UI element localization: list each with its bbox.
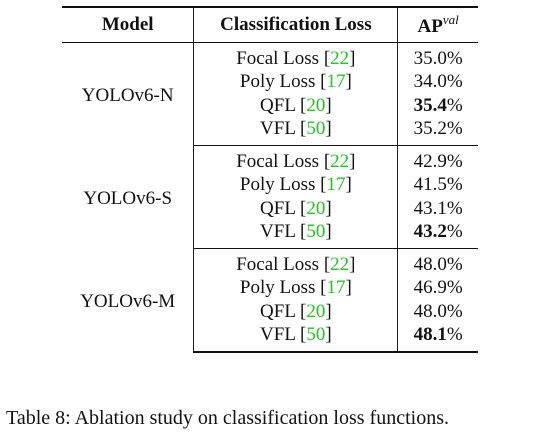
table-row: VFL [50] 35.2%: [62, 117, 478, 146]
ap-value-best: 43.2: [413, 221, 447, 243]
header-ap-superscript: val: [442, 12, 459, 27]
loss-cell: Poly Loss [17]: [193, 70, 399, 94]
ap-unit: %: [446, 221, 463, 243]
ap-unit: %: [446, 253, 463, 275]
table-row: Poly Loss [17] 41.5%: [62, 173, 478, 198]
loss-name: VFL: [260, 324, 296, 346]
ap-value: 34.0: [413, 71, 447, 93]
loss-name: QFL: [260, 94, 296, 116]
loss-name: Poly Loss: [239, 174, 316, 196]
loss-cell: VFL [50]: [193, 323, 399, 353]
loss-name: VFL: [260, 118, 296, 140]
ap-cell: 46.9%: [398, 277, 478, 301]
citation-link[interactable]: 22: [330, 253, 350, 275]
ablation-table-container: Model Classification Loss APval YOLOv6-N…: [62, 6, 478, 353]
ap-unit: %: [446, 174, 463, 196]
loss-name: QFL: [260, 197, 296, 219]
citation-link[interactable]: 17: [326, 277, 346, 299]
loss-cell: VFL [50]: [193, 117, 399, 146]
ap-value: 48.0: [413, 253, 447, 275]
loss-name: Focal Loss: [236, 253, 320, 275]
loss-cell: QFL [20]: [193, 94, 399, 118]
loss-cell: Poly Loss [17]: [193, 276, 399, 300]
ablation-table: Model Classification Loss APval YOLOv6-N…: [62, 6, 478, 353]
ap-value: 35.2: [413, 118, 447, 140]
ap-value-best: 35.4: [413, 94, 447, 116]
ap-cell: 43.2%: [397, 220, 478, 249]
loss-cell: QFL [20]: [193, 300, 399, 324]
table-row: YOLOv6-S Focal Loss [22] 42.9%: [62, 145, 478, 249]
ap-cell: 35.2%: [397, 117, 478, 146]
loss-cell: Poly Loss [17]: [193, 173, 399, 197]
ap-value: 41.5: [413, 174, 447, 196]
ap-unit: %: [446, 277, 463, 299]
ap-value: 43.1: [413, 197, 447, 219]
ap-unit: %: [446, 197, 463, 219]
ap-unit: %: [446, 71, 463, 93]
ap-cell: 48.0%: [398, 249, 478, 277]
table-row: QFL [20] 43.1%: [62, 197, 478, 221]
citation-link[interactable]: 50: [306, 324, 326, 346]
ap-unit: %: [446, 150, 463, 172]
header-classification-loss: Classification Loss: [193, 6, 399, 43]
ap-cell: 48.0%: [398, 300, 478, 324]
citation-link[interactable]: 20: [306, 197, 326, 219]
ap-value: 46.9: [413, 277, 447, 299]
ap-value: 42.9: [413, 150, 447, 172]
header-model: Model: [62, 6, 195, 43]
loss-cell: Focal Loss [22]: [193, 145, 399, 174]
ap-unit: %: [446, 94, 463, 116]
table-row: Poly Loss [17] 46.9%: [62, 276, 478, 301]
ap-cell: 41.5%: [398, 174, 478, 198]
citation-link[interactable]: 50: [306, 221, 326, 243]
loss-cell: VFL [50]: [193, 220, 399, 249]
ap-cell: 34.0%: [398, 71, 478, 95]
loss-name: Poly Loss: [239, 277, 316, 299]
ap-cell: 43.1%: [398, 197, 478, 221]
table-header-row: Model Classification Loss APval: [62, 6, 478, 43]
model-cell: YOLOv6-M: [62, 248, 195, 352]
ap-cell: 48.1%: [397, 323, 478, 353]
loss-name: Poly Loss: [239, 71, 316, 93]
ap-cell: 35.4%: [398, 94, 478, 118]
ap-unit: %: [446, 118, 463, 140]
loss-name: Focal Loss: [236, 150, 320, 172]
ap-cell: 42.9%: [398, 146, 478, 174]
citation-link[interactable]: 17: [326, 71, 346, 93]
citation-link[interactable]: 17: [326, 174, 346, 196]
loss-name: QFL: [260, 300, 296, 322]
ap-unit: %: [446, 300, 463, 322]
table-caption: Table 8: Ablation study on classificatio…: [6, 407, 449, 429]
loss-cell: QFL [20]: [193, 197, 399, 221]
ap-unit: %: [446, 47, 463, 69]
model-cell: YOLOv6-N: [62, 42, 195, 146]
loss-cell: Focal Loss [22]: [193, 248, 399, 277]
citation-link[interactable]: 20: [306, 94, 326, 116]
loss-cell: Focal Loss [22]: [193, 42, 399, 71]
ap-cell: 35.0%: [398, 43, 478, 71]
ap-value: 35.0: [413, 47, 447, 69]
citation-link[interactable]: 20: [306, 300, 326, 322]
citation-link[interactable]: 22: [330, 47, 350, 69]
ap-value-best: 48.1: [413, 324, 447, 346]
citation-link[interactable]: 50: [306, 118, 326, 140]
header-ap-val: APval: [397, 6, 478, 43]
table-group-yolov6-m: YOLOv6-M Focal Loss [22] 48.0% Poly Loss…: [62, 248, 478, 353]
table-row: YOLOv6-M Focal Loss [22] 48.0%: [62, 248, 478, 352]
table-row: QFL [20] 35.4%: [62, 94, 478, 118]
table-row: Poly Loss [17] 34.0%: [62, 70, 478, 95]
table-row: QFL [20] 48.0%: [62, 300, 478, 324]
table-group-yolov6-s: YOLOv6-S Focal Loss [22] 42.9% Poly Loss…: [62, 145, 478, 249]
loss-name: VFL: [260, 221, 296, 243]
table-row: VFL [50] 48.1%: [62, 323, 478, 353]
header-ap-base: AP: [417, 16, 443, 37]
table-row: VFL [50] 43.2%: [62, 220, 478, 249]
model-cell: YOLOv6-S: [62, 145, 195, 249]
citation-link[interactable]: 22: [330, 150, 350, 172]
table-group-yolov6-n: YOLOv6-N Focal Loss [22] 35.0% Poly Loss…: [62, 42, 478, 146]
loss-name: Focal Loss: [236, 47, 320, 69]
table-row: YOLOv6-N Focal Loss [22] 35.0%: [62, 42, 478, 146]
ap-unit: %: [446, 324, 463, 346]
ap-value: 48.0: [413, 300, 447, 322]
